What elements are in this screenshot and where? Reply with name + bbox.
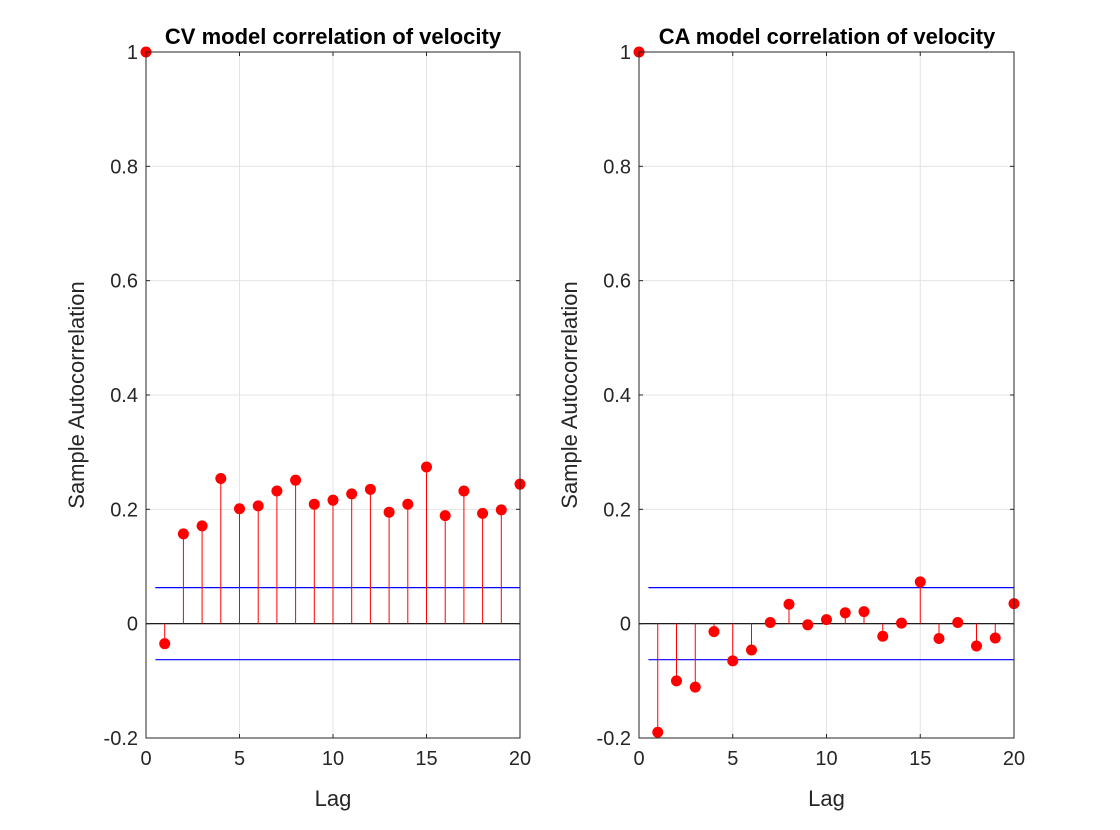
stem-marker (652, 726, 664, 738)
stem-marker (764, 617, 776, 629)
y-tick-label: 0.2 (603, 499, 631, 521)
stem-marker (458, 485, 470, 497)
x-tick-label: 5 (727, 748, 738, 770)
stem-marker (896, 617, 907, 629)
stem-marker (877, 630, 889, 642)
y-tick-label: 0.2 (110, 499, 138, 521)
x-tick-label: 10 (322, 748, 344, 770)
stem-marker (177, 528, 189, 540)
x-axis-label: Lag (808, 786, 845, 811)
stem-marker (215, 472, 227, 484)
stem-marker (971, 640, 982, 652)
stem-marker (746, 644, 757, 656)
stem-marker (821, 614, 832, 626)
y-tick-label: 1 (620, 42, 631, 64)
x-axis-label: Lag (315, 786, 352, 811)
y-tick-label: 1 (127, 42, 138, 64)
stem-marker (952, 617, 964, 629)
x-tick-label: 15 (909, 748, 931, 770)
stem-marker (689, 681, 701, 693)
stem-marker (159, 638, 171, 650)
stem-marker (783, 598, 795, 610)
y-tick-label: 0.8 (110, 156, 138, 178)
x-tick-label: 0 (633, 748, 644, 770)
stem-marker (933, 633, 945, 645)
x-tick-label: 20 (1003, 748, 1025, 770)
y-axis-label: Sample Autocorrelation (64, 281, 89, 508)
stem-marker (252, 500, 264, 512)
stem-marker (271, 485, 283, 497)
stem-marker (383, 506, 395, 518)
x-tick-label: 5 (234, 748, 245, 770)
stem-marker (290, 474, 302, 486)
stem-marker (327, 494, 339, 506)
stem-marker (839, 607, 851, 619)
y-tick-label: 0.6 (603, 271, 631, 293)
y-tick-label: 0.6 (110, 271, 138, 293)
x-tick-label: 0 (140, 748, 151, 770)
y-tick-label: 0.4 (110, 385, 138, 407)
x-tick-label: 20 (509, 748, 531, 770)
stem-marker (858, 606, 870, 618)
x-tick-label: 15 (415, 748, 437, 770)
stem-marker (477, 507, 489, 519)
y-tick-label: -0.2 (104, 728, 138, 750)
stem-marker (346, 488, 358, 500)
y-axis-label: Sample Autocorrelation (557, 281, 582, 508)
y-tick-label: -0.2 (597, 728, 631, 750)
y-tick-label: 0.4 (603, 385, 631, 407)
y-tick-label: 0 (127, 614, 138, 636)
stem-marker (439, 510, 451, 522)
chart-title: CV model correlation of velocity (165, 24, 502, 49)
stem-marker (495, 504, 507, 516)
stem-marker (989, 632, 1001, 644)
y-tick-label: 0.8 (603, 156, 631, 178)
stem-marker (421, 461, 432, 473)
x-tick-label: 10 (815, 748, 837, 770)
chart-title: CA model correlation of velocity (659, 24, 996, 49)
stem-marker (802, 619, 814, 631)
stem-marker (308, 498, 320, 510)
stem-marker (402, 498, 414, 510)
stem-marker (914, 576, 926, 588)
y-tick-label: 0 (620, 614, 631, 636)
stem-marker (727, 655, 739, 667)
stem-marker (364, 483, 376, 495)
stem-marker (708, 626, 720, 638)
stem-marker (671, 675, 682, 687)
stem-marker (234, 503, 245, 515)
stem-marker (196, 520, 208, 532)
